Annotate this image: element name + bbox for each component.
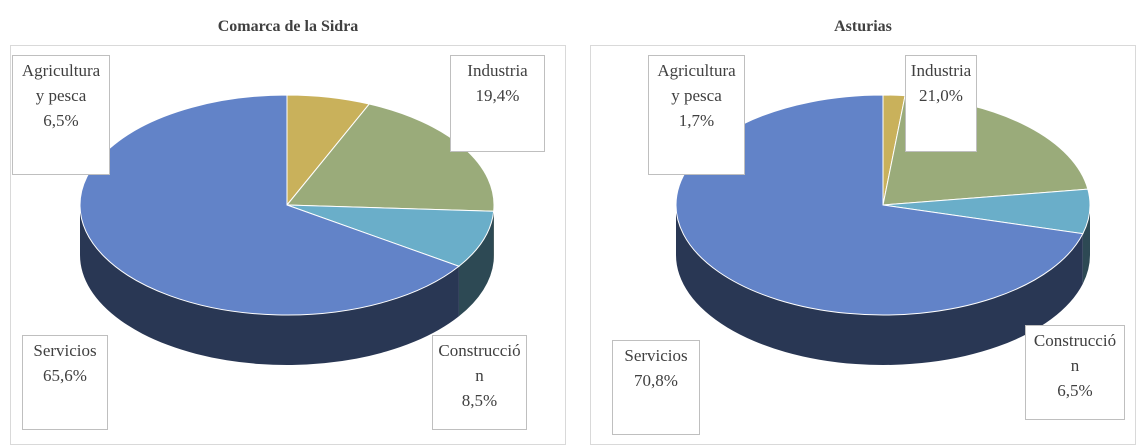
label-value: 21,0% (910, 83, 972, 108)
label-category: Agricultura y pesca (653, 58, 740, 108)
label-value: 6,5% (1030, 378, 1120, 403)
label-value: 8,5% (437, 388, 522, 413)
label-value: 1,7% (653, 108, 740, 133)
label-category: Servicios (617, 343, 695, 368)
label-category: Construcción (437, 338, 522, 388)
label-value: 6,5% (17, 108, 105, 133)
label-category: Agricultura y pesca (17, 58, 105, 108)
label-value: 19,4% (455, 83, 540, 108)
chart-title: Asturias (590, 18, 1136, 36)
page: (() => { const data = JSON.parse(documen… (0, 0, 1143, 435)
label-category: Servicios (27, 338, 103, 363)
label-value: 65,6% (27, 363, 103, 388)
label-category: Industria (910, 58, 972, 83)
label-value: 70,8% (617, 368, 695, 393)
label-category: Industria (455, 58, 540, 83)
chart-title: Comarca de la Sidra (10, 18, 566, 36)
label-category: Construcción (1030, 328, 1120, 378)
